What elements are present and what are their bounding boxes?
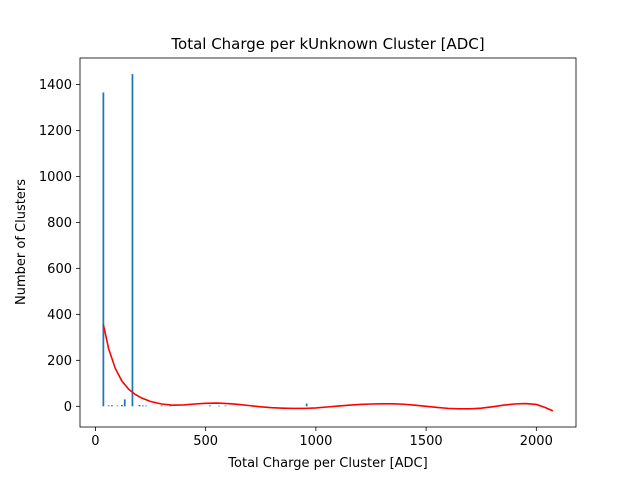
y-tick-label: 600 [47, 262, 72, 277]
y-tick-label: 800 [47, 216, 72, 231]
chart-title: Total Charge per kUnknown Cluster [ADC] [170, 35, 484, 53]
x-axis-title: Total Charge per Cluster [ADC] [227, 456, 427, 471]
histogram-bar [218, 405, 220, 407]
histogram-bar [160, 405, 163, 407]
x-tick-label: 1000 [299, 434, 332, 449]
x-tick-label: 2000 [520, 434, 553, 449]
y-axis-ticks: 0 200 400 600 800 1000 1200 1400 [39, 78, 80, 415]
x-tick-label: 500 [193, 434, 218, 449]
histogram-bar [107, 405, 110, 407]
y-tick-label: 0 [64, 400, 72, 415]
y-tick-label: 200 [47, 354, 72, 369]
histogram-bar [116, 405, 119, 407]
histogram-bar [224, 405, 227, 407]
histogram-bar [121, 404, 123, 407]
histogram-bar [305, 403, 308, 407]
plot-area [80, 58, 576, 427]
histogram-bar [169, 405, 172, 407]
histogram-bar [209, 405, 211, 407]
plot-frame [79, 57, 577, 428]
histogram-bars [102, 74, 308, 407]
histogram-bar [131, 74, 134, 407]
y-tick-label: 1200 [39, 124, 72, 139]
fit-curve [102, 324, 554, 412]
histogram-bar [138, 404, 141, 407]
y-axis-title: Number of Clusters [14, 179, 29, 305]
histogram-bar [123, 399, 126, 407]
y-tick-label: 400 [47, 308, 72, 323]
x-tick-label: 0 [91, 434, 99, 449]
histogram-bar [102, 92, 105, 407]
histogram-bar [111, 405, 113, 407]
histogram-bar [141, 405, 144, 407]
y-tick-label: 1000 [39, 170, 72, 185]
histogram-bar [145, 405, 148, 407]
x-axis-ticks: 0 500 1000 1500 2000 [91, 427, 553, 449]
x-tick-label: 1500 [410, 434, 443, 449]
y-tick-label: 1400 [39, 78, 72, 93]
